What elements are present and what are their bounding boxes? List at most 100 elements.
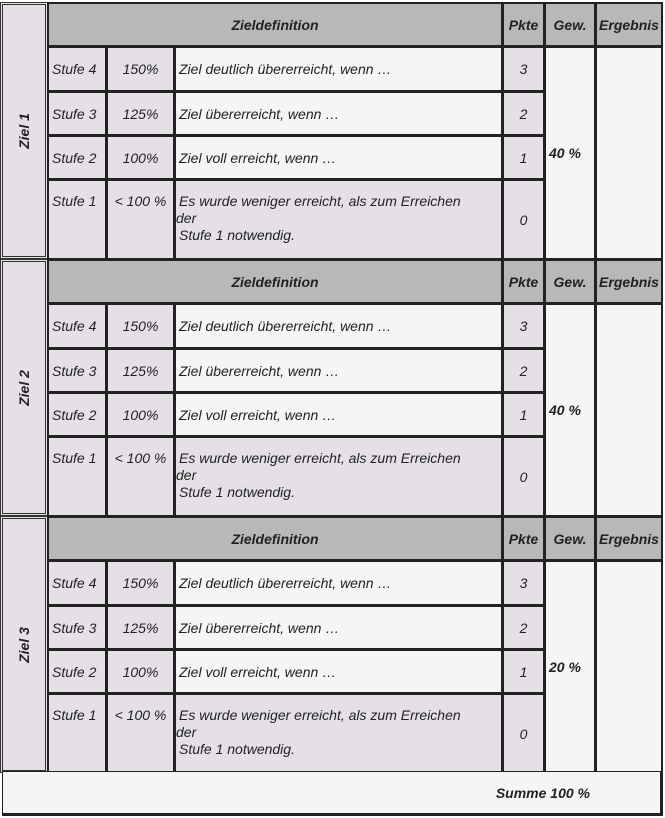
description-cell: Ziel voll erreicht, wenn … [174,392,503,437]
points-cell: 3 [502,303,545,349]
description-cell-text: Ziel deutlich übererreicht, wenn … [179,575,392,591]
description-cell-text: Ziel deutlich übererreicht, wenn … [179,61,392,77]
description-cell: Ziel voll erreicht, wenn … [174,135,503,180]
percent-cell-text: 125% [122,362,159,379]
desc-line: der [176,724,197,740]
description-cell-text: Ziel deutlich übererreicht, wenn … [179,318,392,334]
result-cell [595,560,663,774]
sum-label: Summe 100 % [495,784,590,801]
stufe-cell-text: Stufe 3 [52,105,97,122]
description-cell: Es wurde weniger erreicht, als zum Errei… [174,179,503,260]
description-cell: Ziel übererreicht, wenn … [174,605,503,650]
stufe-cell: Stufe 2 [47,392,107,437]
description-cell-text: Ziel voll erreicht, wenn … [179,406,337,423]
points-cell: 2 [502,605,545,650]
stufe-cell-text: Stufe 2 [52,406,97,423]
weight-cell-text: 20 % [549,659,581,675]
description-cell-text: Ziel voll erreicht, wenn … [179,149,337,166]
stufe-cell: Stufe 4 [47,560,107,606]
desc-line: der [176,467,197,483]
desc-line: Stufe 1 notwendig. [179,741,295,757]
percent-cell: 125% [106,348,175,393]
percent-cell-text: 100% [122,149,159,166]
weight-cell-text: 40 % [549,402,581,418]
stufe-cell-text: Stufe 1 [52,450,97,466]
percent-cell: < 100 % [106,436,175,517]
percent-cell: < 100 % [106,693,175,774]
stufe-cell: Stufe 3 [47,605,107,650]
header-zieldefinition-text: Zieldefinition [231,273,319,290]
header-gew-text: Gew. [553,530,587,547]
points-cell-text: 1 [519,663,528,680]
points-cell: 2 [502,91,545,136]
goal-label: Ziel 2 [0,259,48,516]
desc-line: Es wurde weniger erreicht, als zum Errei… [179,193,461,209]
desc-line: Es wurde weniger erreicht, als zum Errei… [179,450,461,466]
stufe-cell: Stufe 2 [47,649,107,694]
percent-cell-text: 125% [122,619,159,636]
points-cell-text: 3 [519,575,528,591]
points-cell-text: 1 [519,406,528,423]
points-cell: 0 [502,436,545,517]
percent-cell: 100% [106,135,175,180]
percent-cell: 150% [106,303,175,349]
description-cell-text: Ziel übererreicht, wenn … [179,619,340,636]
header-pkte: Pkte [502,259,545,304]
stufe-cell-text: Stufe 3 [52,619,97,636]
percent-cell-text: 150% [122,61,159,77]
percent-cell-text: 100% [122,406,159,423]
points-cell-text: 3 [519,61,528,77]
percent-cell: 150% [106,560,175,606]
stufe-cell: Stufe 4 [47,303,107,349]
points-cell-text: 2 [519,105,528,122]
percent-cell-text: 100% [122,663,159,680]
percent-cell-text: 125% [122,105,159,122]
header-gew-text: Gew. [553,16,587,33]
stufe-cell: Stufe 3 [47,91,107,136]
header-zieldefinition: Zieldefinition [47,259,503,304]
weight-cell-text: 40 % [549,145,581,161]
percent-cell-text: 150% [122,575,159,591]
header-pkte: Pkte [502,2,545,47]
stufe-cell-text: Stufe 3 [52,362,97,379]
description-cell: Ziel voll erreicht, wenn … [174,649,503,694]
points-cell-text: 1 [519,149,528,166]
header-ergebnis: Ergebnis [595,259,663,304]
points-cell: 1 [502,135,545,180]
result-cell [595,303,663,517]
goal-label-text: Ziel 2 [15,369,32,406]
stufe-cell: Stufe 1 [47,179,107,260]
weight-cell: 40 % [544,303,596,517]
header-zieldefinition-text: Zieldefinition [231,16,319,33]
points-cell: 0 [502,693,545,774]
stufe-cell-text: Stufe 4 [52,575,97,591]
header-zieldefinition-text: Zieldefinition [231,530,319,547]
description-cell: Ziel deutlich übererreicht, wenn … [174,46,503,92]
header-pkte-text: Pkte [508,273,539,290]
stufe-cell: Stufe 4 [47,46,107,92]
description-cell: Ziel deutlich übererreicht, wenn … [174,303,503,349]
percent-cell: 100% [106,392,175,437]
header-ergebnis-text: Ergebnis [599,16,659,33]
header-gew: Gew. [544,2,596,47]
goal-label-text: Ziel 1 [15,112,32,149]
description-cell: Es wurde weniger erreicht, als zum Errei… [174,436,503,517]
stufe-cell-text: Stufe 4 [52,318,97,334]
goal-label-text: Ziel 3 [15,626,32,663]
header-zieldefinition: Zieldefinition [47,516,503,561]
description-cell: Ziel übererreicht, wenn … [174,91,503,136]
description-cell-text: Ziel übererreicht, wenn … [179,362,340,379]
points-cell: 3 [502,560,545,606]
description-cell: Es wurde weniger erreicht, als zum Errei… [174,693,503,774]
desc-line: der [176,210,197,226]
stufe-cell: Stufe 1 [47,436,107,517]
header-zieldefinition: Zieldefinition [47,2,503,47]
goal-label: Ziel 1 [0,2,48,259]
header-ergebnis: Ergebnis [595,2,663,47]
points-cell-text: 2 [519,362,528,379]
percent-cell-text: < 100 % [114,450,167,466]
percent-cell: 125% [106,605,175,650]
result-cell [595,46,663,260]
weight-cell: 40 % [544,46,596,260]
stufe-cell-text: Stufe 2 [52,149,97,166]
